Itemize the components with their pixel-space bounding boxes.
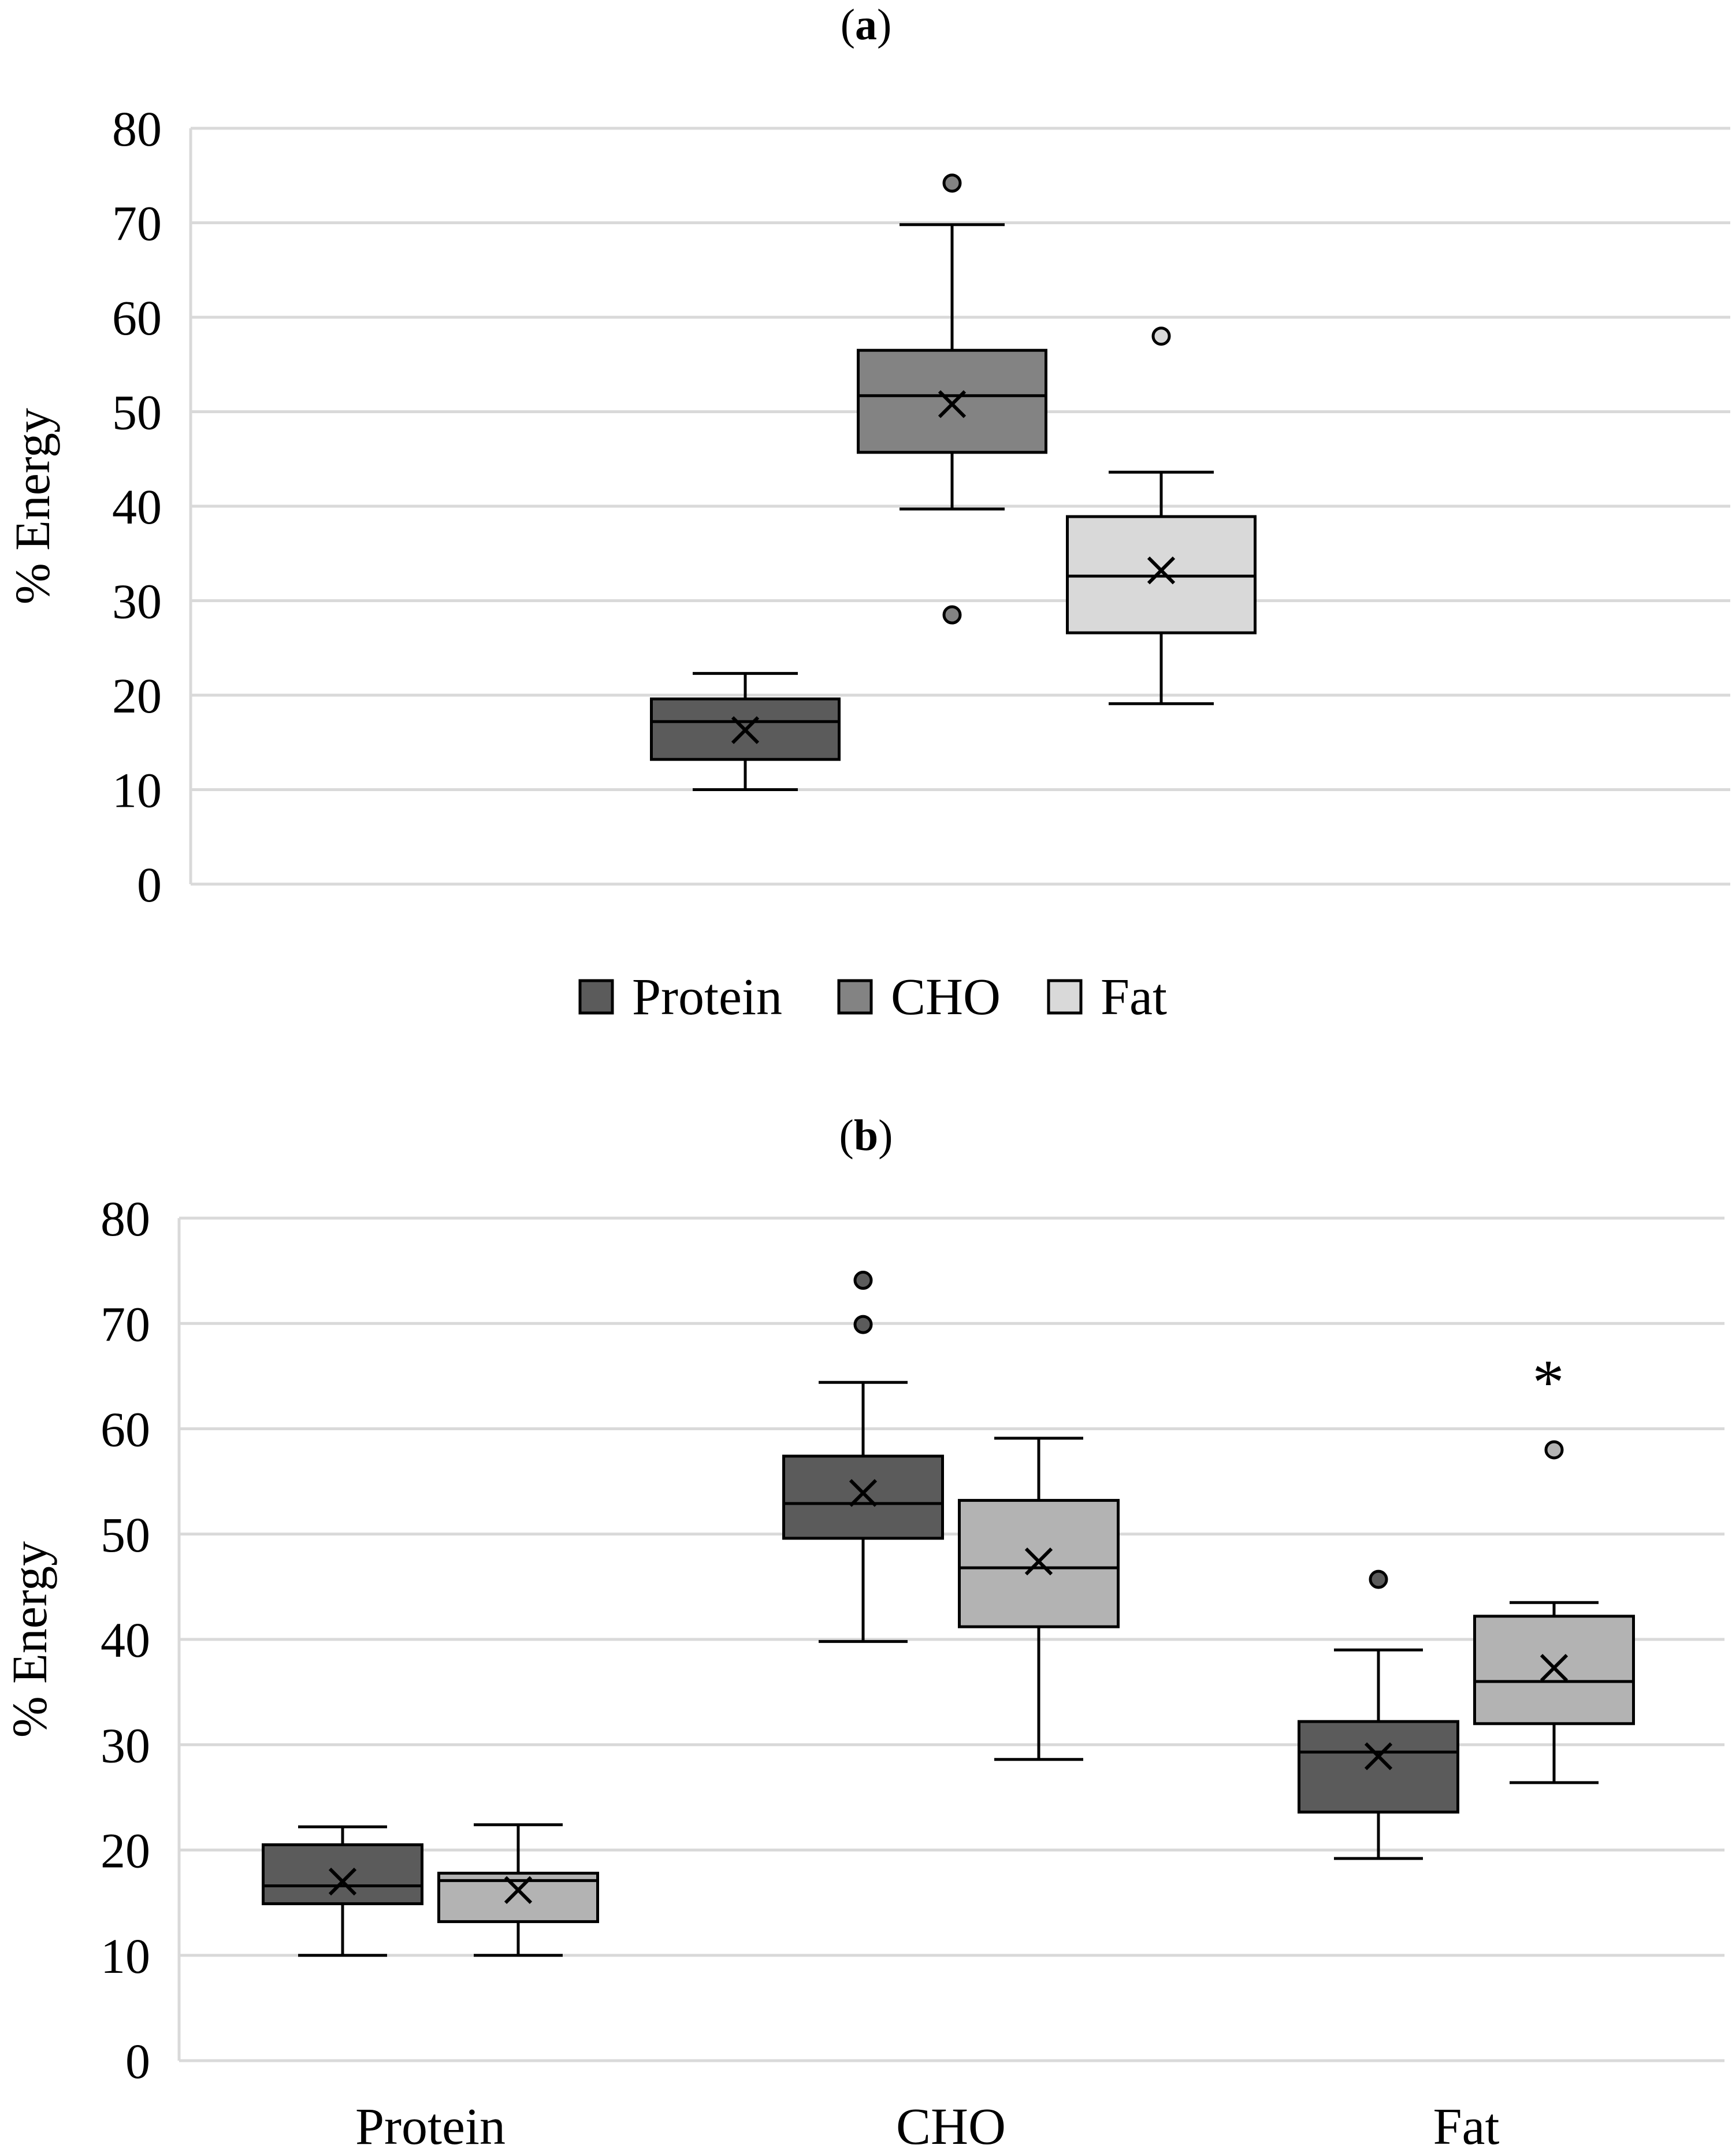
- panel-b-box-protein-1: [262, 1825, 423, 1957]
- panel-b-letter: b: [854, 1111, 878, 1160]
- panel-a-box-cho: [857, 173, 1047, 625]
- panel-a-y-tick-label: 50: [112, 385, 162, 440]
- panel-a-fat-outlier: [1151, 326, 1171, 346]
- panel-b-y-tick-label: 50: [101, 1507, 150, 1563]
- panel-a-y-tick-label: 80: [112, 101, 162, 157]
- panel-a-legend: Protein CHO Fat: [578, 968, 1167, 1026]
- panel-a-cho-outlier: [942, 605, 962, 625]
- x-tick-label-fat: Fat: [1433, 2098, 1499, 2155]
- panel-a-cho-outlier: [942, 173, 962, 193]
- panel-a-y-tick-label: 0: [137, 857, 162, 912]
- legend-label-fat: Fat: [1101, 968, 1167, 1026]
- panel-b-fat-1-box: [1298, 1720, 1459, 1814]
- panel-a-y-tick-label: 10: [112, 763, 162, 818]
- panel-a-gridlines: [189, 127, 1730, 886]
- panel-a-boxes: [650, 173, 1257, 791]
- panel-b-cho-1-mean-marker-b: [849, 1479, 878, 1507]
- panel-b-x-ticks: Protein CHO Fat: [355, 2098, 1500, 2155]
- legend-swatch-fat: [1047, 979, 1083, 1015]
- panel-b-y-tick-label: 80: [101, 1191, 150, 1246]
- panel-b-cho-1-box: [782, 1454, 944, 1540]
- panel-b-y-tick-label: 60: [101, 1402, 150, 1457]
- panel-b-y-ticks: 0 10 20 30 40 50 60 70 80: [101, 1191, 150, 2089]
- panel-b-y-tick-label: 30: [101, 1717, 150, 1773]
- panel-b-fat-1-outlier: [1369, 1569, 1388, 1589]
- panel-a-y-tick-label: 70: [112, 196, 162, 251]
- panel-b-y-tick-label: 0: [125, 2033, 150, 2089]
- panel-b-y-tick-label: 40: [101, 1612, 150, 1668]
- panel-a-cho-mean-marker-b: [938, 390, 967, 418]
- panel-b-protein-2-mean-marker-b: [504, 1876, 533, 1904]
- panel-b-box-fat-1: [1298, 1569, 1459, 1860]
- legend-swatch-protein: [578, 979, 614, 1015]
- panel-a-y-axis-title: % Energy: [5, 408, 60, 604]
- panel-b-box-cho-1: [782, 1271, 944, 1643]
- panel-b-y-tick-label: 20: [101, 1823, 150, 1879]
- panel-b-gridlines: [177, 1216, 1724, 2062]
- panel-a-label: (a): [841, 1, 892, 49]
- panel-b-y-axis-title: % Energy: [2, 1541, 57, 1738]
- panel-a-y-tick-label: 20: [112, 668, 162, 723]
- panel-b-cho-2-mean-marker-b: [1024, 1548, 1053, 1576]
- panel-a-y-ticks: 0 10 20 30 40 50 60 70 80: [112, 101, 162, 912]
- panel-b-box-protein-2: [437, 1823, 599, 1957]
- panel-b-label: (b): [839, 1111, 893, 1160]
- panel-a-letter: a: [855, 1, 877, 49]
- panel-a-y-tick-label: 30: [112, 574, 162, 629]
- panel-a-box-protein: [650, 671, 841, 791]
- panel-b-box-fat-2: *: [1473, 1347, 1635, 1784]
- x-tick-label-protein: Protein: [355, 2098, 506, 2155]
- panel-b-y-tick-label: 10: [101, 1928, 150, 1984]
- panel-a: (a) 0 10 20 30 40 50 60 70 80 % Energy Protein CH…: [5, 1, 1730, 1026]
- panel-a-y-tick-label: 60: [112, 290, 162, 346]
- panel-b-fat-2-mean-marker-b: [1540, 1654, 1569, 1682]
- panel-b-y-tick-label: 70: [101, 1296, 150, 1352]
- legend-swatch-cho: [837, 979, 873, 1015]
- panel-a-y-tick-label: 40: [112, 479, 162, 535]
- panel-b-box-cho-2: [958, 1437, 1120, 1761]
- panel-b-fat-1-mean-marker-b: [1364, 1742, 1393, 1771]
- panel-a-fat-mean-marker-b: [1147, 556, 1176, 585]
- panel-a-box-fat: [1066, 326, 1257, 706]
- panel-a-protein-mean-marker-b: [731, 716, 760, 744]
- legend-label-cho: CHO: [891, 968, 1001, 1026]
- legend-label-protein: Protein: [632, 968, 782, 1026]
- panel-a-cho-box: [857, 348, 1047, 454]
- panel-b: (b) 0 10 20 30 40 50 60 70 80 % Energy * Protein…: [2, 1111, 1724, 2155]
- panel-b-protein-1-mean-marker-b: [328, 1868, 357, 1896]
- panel-b-cho-1-outlier: [853, 1315, 873, 1334]
- panel-b-cho-1-outlier: [853, 1271, 873, 1290]
- panel-b-protein-1-box: [262, 1843, 423, 1905]
- panel-b-fat-2-annotation: *: [1533, 1347, 1564, 1417]
- x-tick-label-cho: CHO: [896, 2098, 1006, 2155]
- panel-b-boxes: *: [262, 1271, 1635, 1957]
- panel-b-fat-2-outlier: [1544, 1440, 1564, 1460]
